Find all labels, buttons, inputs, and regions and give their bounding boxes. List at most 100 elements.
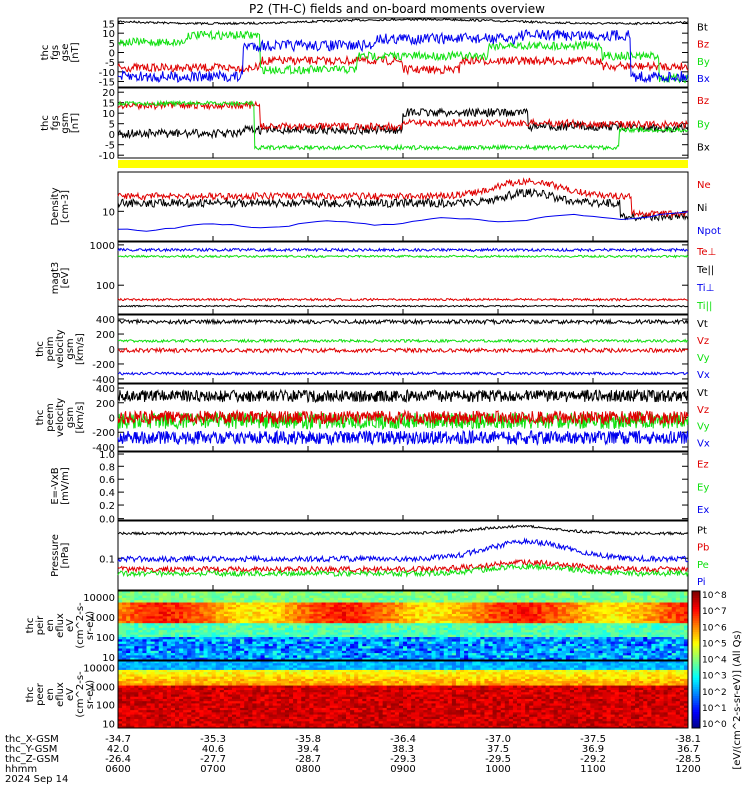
spectrogram-cell [167, 605, 171, 608]
spectrogram-cell [273, 614, 277, 617]
spectrogram-cell [672, 630, 676, 633]
spectrogram-cell [432, 600, 436, 603]
spectrogram-cell [366, 614, 370, 617]
spectrogram-cell [305, 623, 309, 626]
spectrogram-cell [391, 635, 395, 638]
spectrogram-cell [155, 639, 159, 642]
spectrogram-cell [155, 649, 159, 652]
spectrogram-cell [472, 600, 476, 603]
spectrogram-cell [224, 600, 228, 603]
spectrogram-cell [460, 600, 464, 603]
spectrogram-cell [334, 596, 338, 599]
spectrogram-cell [456, 635, 460, 638]
spectrogram-cell [252, 663, 256, 666]
spectrogram-cell [305, 635, 309, 638]
spectrogram-cell [403, 628, 407, 631]
spectrogram-cell [293, 619, 297, 622]
spectrogram-cell [346, 598, 350, 601]
spectrogram-cell [216, 603, 220, 606]
spectrogram-cell [623, 619, 627, 622]
spectrogram-cell [415, 623, 419, 626]
spectrogram-cell [456, 632, 460, 635]
spectrogram-cell [476, 598, 480, 601]
spectrogram-cell [244, 612, 248, 615]
spectrogram-cell [224, 616, 228, 619]
spectrogram-cell [285, 651, 289, 654]
spectrogram-cell [594, 663, 598, 666]
spectrogram-cell [159, 598, 163, 601]
spectrogram-cell [248, 639, 252, 642]
spectrogram-cell [391, 642, 395, 645]
spectrogram-cell [195, 623, 199, 626]
spectrogram-cell [607, 623, 611, 626]
spectrogram-cell [293, 635, 297, 638]
spectrogram-cell [448, 623, 452, 626]
spectrogram-cell [440, 603, 444, 606]
spectrogram-cell [281, 623, 285, 626]
spectrogram-cell [183, 593, 187, 596]
spectrogram-cell [676, 596, 680, 599]
spectrogram-cell [419, 651, 423, 654]
spectrogram-cell [472, 655, 476, 658]
spectrogram-cell [350, 614, 354, 617]
spectrogram-cell [118, 632, 122, 635]
spectrogram-cell [603, 616, 607, 619]
spectrogram-cell [635, 614, 639, 617]
spectrogram-cell [309, 607, 313, 610]
spectrogram-cell [126, 628, 130, 631]
spectrogram-cell [167, 623, 171, 626]
spectrogram-cell [546, 607, 550, 610]
spectrogram-cell [220, 653, 224, 656]
spectrogram-cell [655, 614, 659, 617]
spectrogram-cell [212, 616, 216, 619]
spectrogram-cell [216, 651, 220, 654]
spectrogram-cell [379, 616, 383, 619]
spectrogram-cell [574, 630, 578, 633]
spectrogram-cell [330, 653, 334, 656]
spectrogram-cell [212, 663, 216, 666]
spectrogram-cell [358, 614, 362, 617]
spectrogram-cell [680, 609, 684, 612]
spectrogram-cell [187, 605, 191, 608]
spectrogram-cell [440, 649, 444, 652]
spectrogram-cell [338, 593, 342, 596]
spectrogram-cell [615, 655, 619, 658]
spectrogram-cell [611, 621, 615, 624]
spectrogram-cell [444, 621, 448, 624]
spectrogram-cell [607, 639, 611, 642]
spectrogram-cell [318, 623, 322, 626]
spectrogram-cell [403, 642, 407, 645]
spectrogram-cell [151, 607, 155, 610]
spectrogram-cell [411, 607, 415, 610]
spectrogram-cell [134, 623, 138, 626]
spectrogram-cell [232, 649, 236, 652]
spectrogram-cell [387, 635, 391, 638]
legend-Ti||: Ti|| [696, 301, 712, 312]
spectrogram-cell [195, 626, 199, 629]
spectrogram-cell [297, 619, 301, 622]
spectrogram-cell [269, 637, 273, 640]
spectrogram-cell [342, 637, 346, 640]
spectrogram-cell [643, 644, 647, 647]
spectrogram-cell [191, 642, 195, 645]
spectrogram-cell [403, 632, 407, 635]
spectrogram-cell [383, 596, 387, 599]
spectrogram-cell [509, 616, 513, 619]
spectrogram-cell [285, 598, 289, 601]
spectrogram-cell [501, 593, 505, 596]
spectrogram-cell [570, 635, 574, 638]
spectrogram-cell [403, 623, 407, 626]
spectrogram-cell [432, 609, 436, 612]
spectrogram-cell [533, 637, 537, 640]
spectrogram-cell [525, 644, 529, 647]
spectrogram-cell [603, 612, 607, 615]
spectrogram-cell [570, 593, 574, 596]
spectrogram-cell [586, 623, 590, 626]
spectrogram-cell [505, 619, 509, 622]
spectrogram-cell [480, 651, 484, 654]
spectrogram-cell [375, 628, 379, 631]
spectrogram-cell [603, 655, 607, 658]
spectrogram-cell [578, 603, 582, 606]
spectrogram-cell [427, 623, 431, 626]
spectrogram-cell [415, 598, 419, 601]
